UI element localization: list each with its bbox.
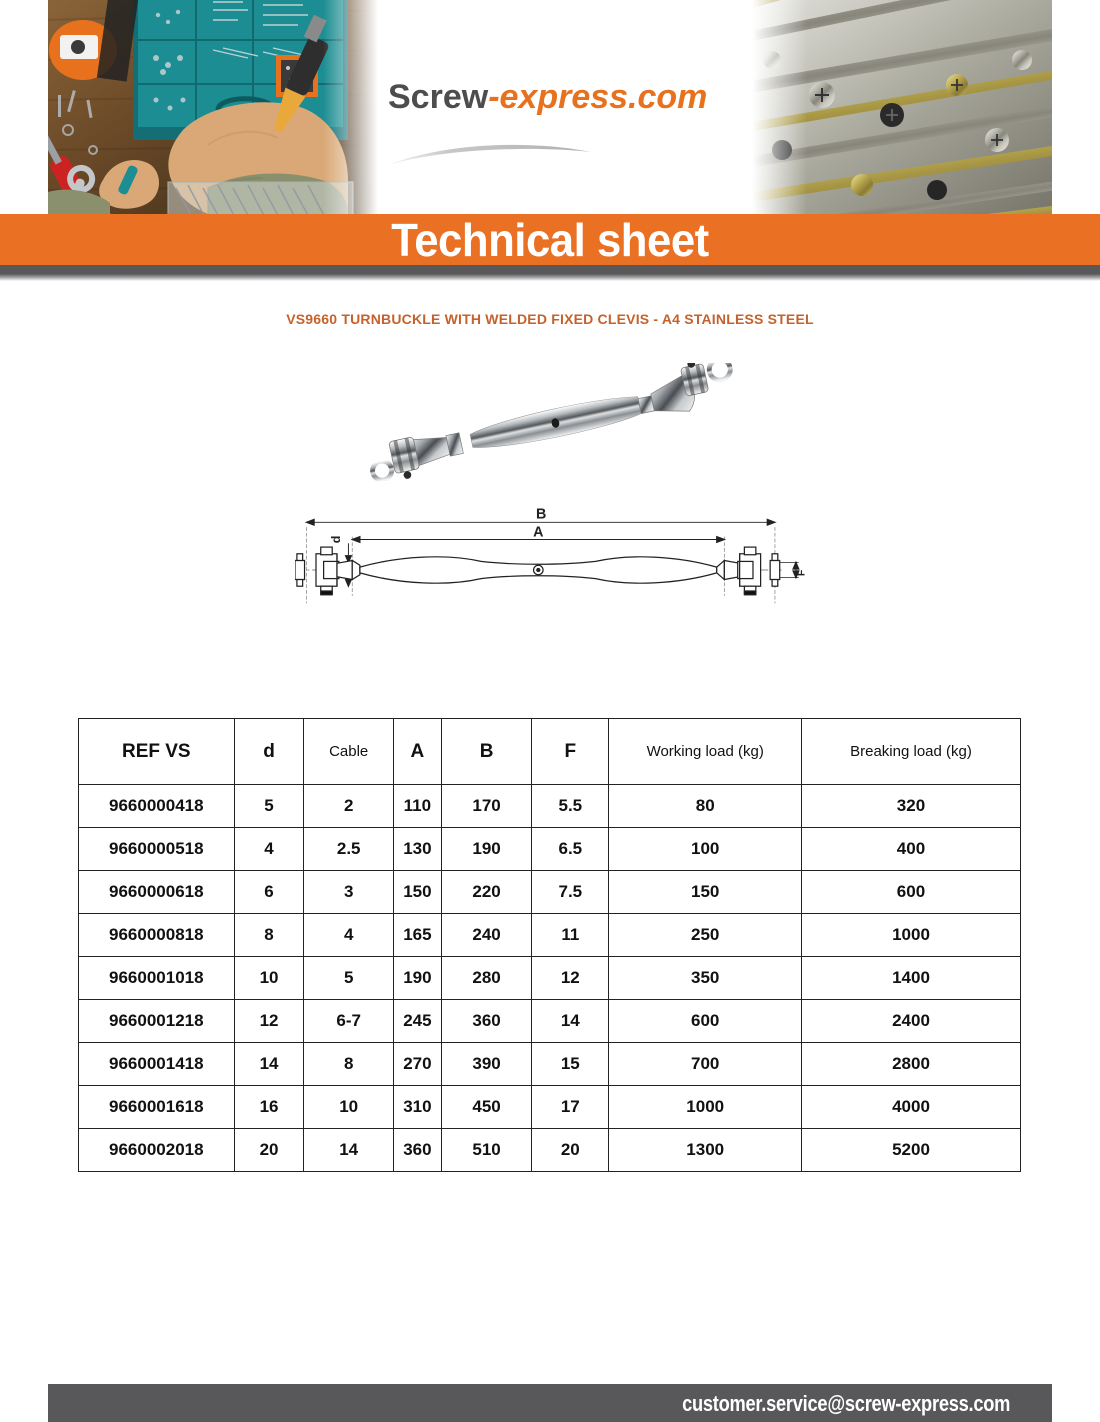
svg-text:B: B	[536, 506, 546, 522]
svg-text:F: F	[797, 569, 808, 576]
svg-text:A: A	[533, 525, 543, 541]
svg-text:d: d	[329, 536, 343, 544]
